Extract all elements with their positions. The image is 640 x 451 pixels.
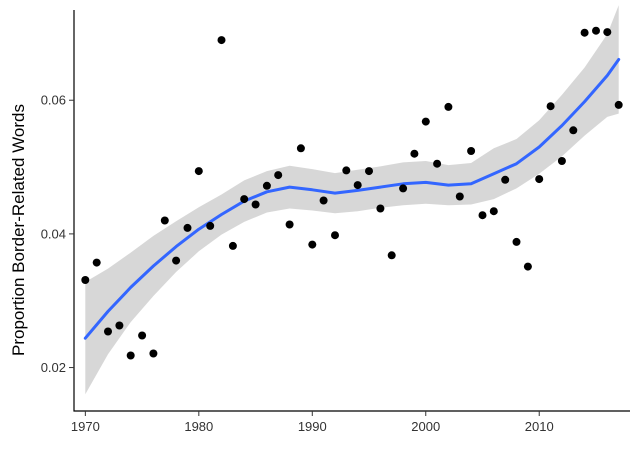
- confidence-ribbon: [85, 5, 619, 395]
- data-point: [467, 147, 476, 155]
- axes-layer: 0.02 0.04 0.06 1970 1980 1990 2000 2010: [41, 10, 630, 434]
- x-tick-label: 1980: [184, 419, 213, 434]
- data-point: [217, 36, 226, 45]
- data-point: [81, 276, 90, 284]
- data-point: [489, 207, 498, 216]
- line-layer: [83, 58, 621, 340]
- data-point: [228, 241, 237, 250]
- data-point: [206, 221, 215, 230]
- data-point: [421, 117, 430, 126]
- data-point: [319, 196, 328, 205]
- data-point: [331, 231, 339, 240]
- data-point: [399, 184, 408, 193]
- data-point: [455, 192, 464, 201]
- data-point: [160, 216, 169, 225]
- data-point: [592, 26, 600, 35]
- data-point: [535, 175, 544, 184]
- data-point: [274, 171, 283, 180]
- data-point: [342, 166, 351, 175]
- x-tick-label: 1990: [298, 419, 327, 434]
- data-point: [251, 200, 260, 209]
- y-axis-title: Proportion Border-Related Words: [9, 104, 28, 356]
- data-point: [194, 167, 203, 176]
- y-tick-label: 0.02: [41, 360, 66, 375]
- data-point: [308, 240, 317, 249]
- data-point: [557, 157, 566, 165]
- data-point: [365, 167, 373, 176]
- ribbon-layer: [85, 5, 619, 395]
- data-point: [614, 100, 623, 109]
- data-point: [580, 28, 589, 37]
- data-point: [126, 351, 135, 360]
- data-point: [501, 175, 510, 184]
- data-point: [444, 102, 453, 111]
- data-point: [296, 144, 305, 153]
- data-point: [262, 181, 271, 190]
- data-point: [478, 211, 487, 220]
- data-point: [433, 159, 442, 168]
- x-tick-label: 2010: [525, 419, 554, 434]
- data-point: [285, 220, 294, 229]
- data-point: [410, 149, 419, 158]
- data-point: [603, 28, 612, 37]
- data-point: [546, 102, 555, 111]
- points-layer: [81, 26, 623, 360]
- smooth-trend-line: [83, 58, 621, 340]
- data-point: [512, 237, 521, 246]
- data-point: [149, 349, 158, 358]
- y-tick-label: 0.06: [41, 93, 66, 108]
- data-point: [569, 126, 578, 135]
- x-tick-label: 1970: [71, 419, 100, 434]
- data-point: [104, 327, 112, 336]
- data-point: [183, 223, 192, 232]
- data-point: [115, 321, 124, 330]
- data-point: [138, 331, 147, 340]
- data-point: [353, 181, 362, 190]
- y-tick-label: 0.04: [41, 226, 66, 241]
- data-point: [92, 258, 101, 267]
- data-point: [376, 204, 385, 213]
- data-point: [523, 262, 532, 271]
- data-point: [172, 256, 181, 265]
- data-point: [387, 251, 396, 260]
- x-tick-label: 2000: [411, 419, 440, 434]
- data-point: [240, 195, 249, 204]
